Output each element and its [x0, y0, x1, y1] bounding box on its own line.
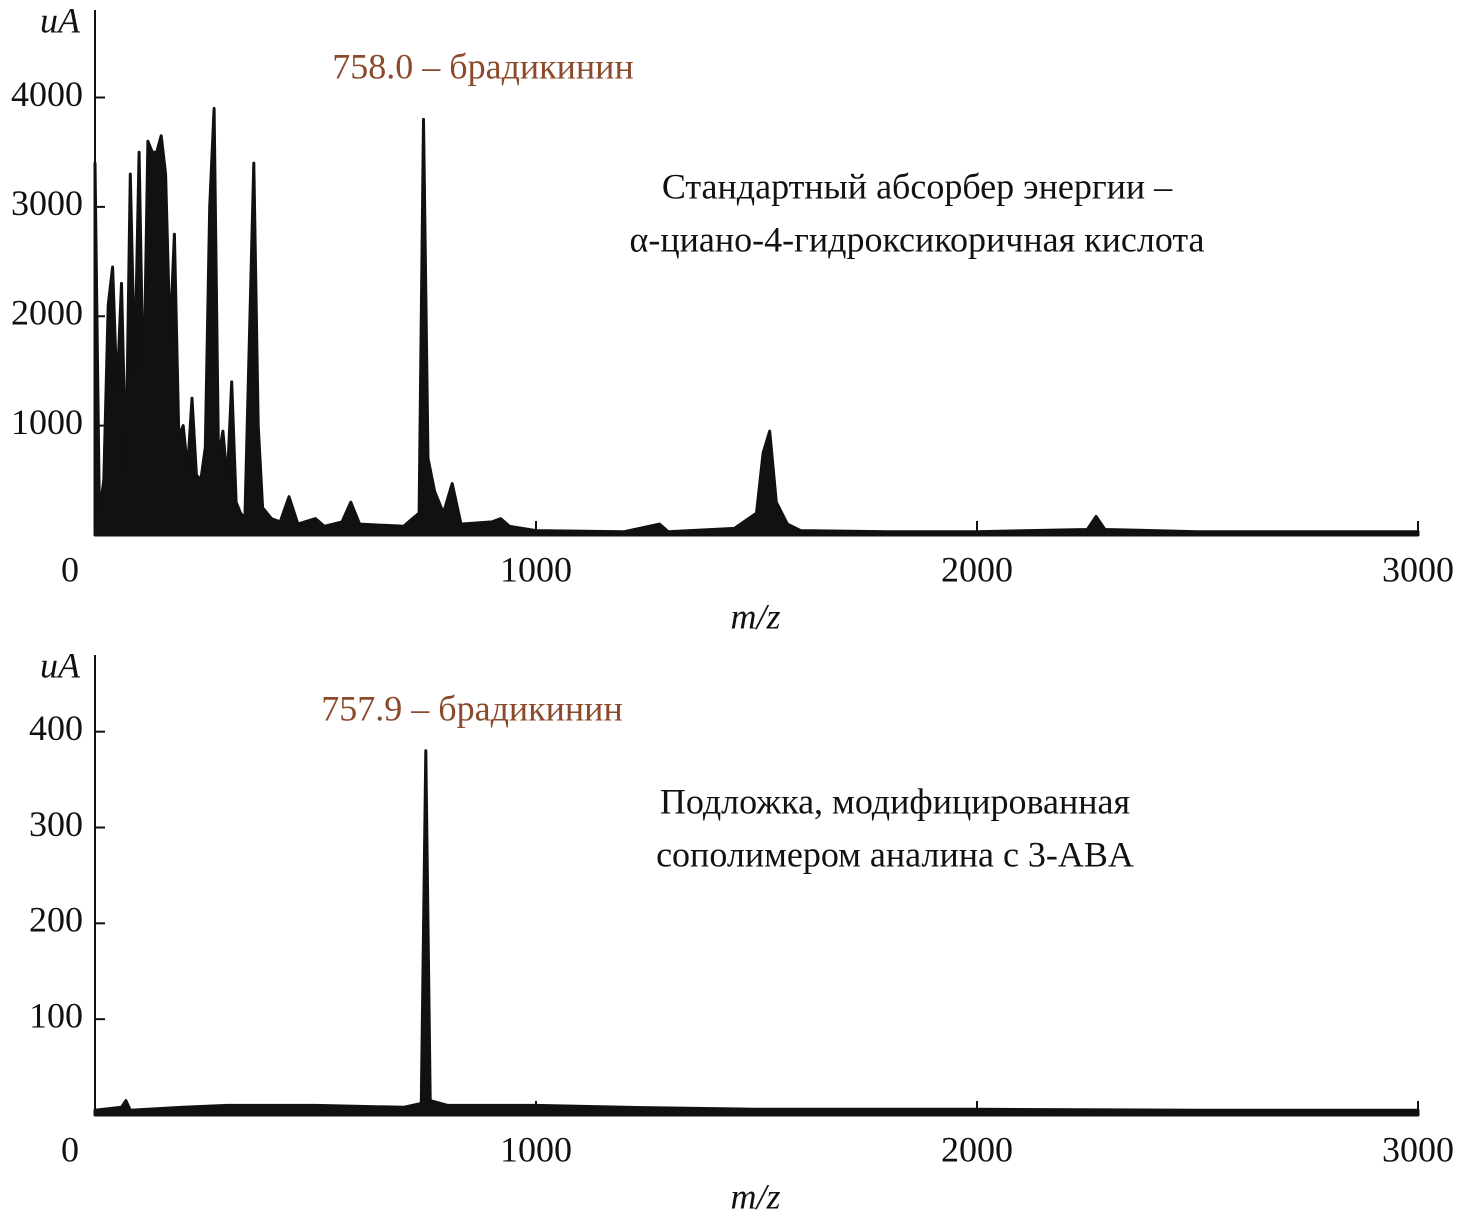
y-tick-label: 1000 — [11, 402, 83, 442]
peak-label: 757.9 – брадикинин — [321, 688, 622, 728]
annotation: Стандартный абсорбер энергии – — [662, 166, 1173, 206]
y-tick-label: 400 — [29, 708, 83, 748]
annotation: α-циано-4-гидроксикоричная кислота — [630, 219, 1205, 259]
x-tick-label: 1000 — [500, 549, 572, 589]
x-tick-label: 2000 — [941, 549, 1013, 589]
y-tick-label: 100 — [29, 995, 83, 1035]
y-tick-label: 300 — [29, 804, 83, 844]
spectrum — [93, 749, 1420, 1117]
y-tick-label: 4000 — [11, 74, 83, 114]
x-axis-label: m/z — [730, 596, 780, 636]
x-tick-label: 0 — [61, 1129, 79, 1169]
x-tick-label: 0 — [61, 549, 79, 589]
y-axis-label: uA — [40, 0, 81, 40]
y-tick-label: 3000 — [11, 183, 83, 223]
annotation: Подложка, модифицированная — [660, 781, 1130, 821]
peak-label: 758.0 – брадикинин — [332, 46, 633, 86]
spectrum — [93, 106, 1420, 537]
x-tick-label: 3000 — [1382, 549, 1454, 589]
x-axis-label: m/z — [730, 1176, 780, 1216]
x-tick-label: 1000 — [500, 1129, 572, 1169]
y-tick-label: 2000 — [11, 293, 83, 333]
x-tick-label: 2000 — [941, 1129, 1013, 1169]
y-tick-label: 200 — [29, 900, 83, 940]
annotation: сополимером аналина с 3-ABA — [656, 834, 1134, 874]
y-axis-label: uA — [40, 645, 81, 685]
x-tick-label: 3000 — [1382, 1129, 1454, 1169]
